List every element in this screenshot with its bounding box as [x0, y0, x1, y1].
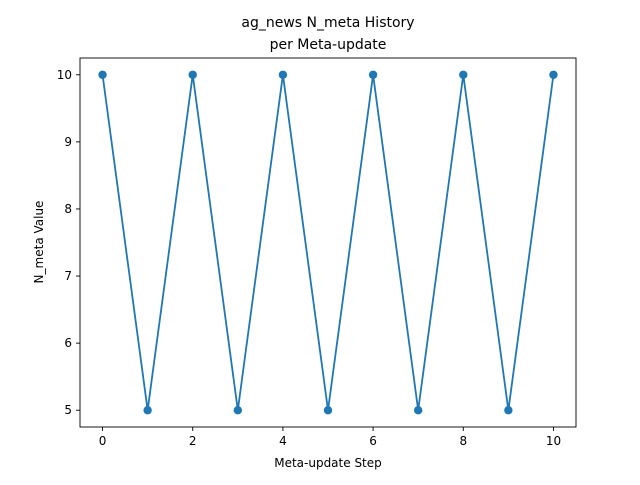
x-tick-label: 0: [99, 434, 107, 448]
x-tick-label: 6: [369, 434, 377, 448]
chart-title-line-1: ag_news N_meta History: [241, 15, 414, 31]
data-point: [368, 70, 378, 79]
data-point: [323, 406, 333, 415]
y-axis-label: N_meta Value: [32, 201, 46, 284]
y-tick-label: 5: [64, 403, 72, 417]
series-layer: [98, 70, 558, 415]
data-point: [143, 406, 152, 415]
data-point: [549, 70, 558, 79]
data-point: [413, 406, 423, 415]
data-point: [278, 70, 288, 79]
data-point: [504, 406, 513, 415]
y-tick-label: 8: [64, 202, 72, 216]
data-point: [188, 70, 197, 79]
x-tick-label: 8: [459, 434, 467, 448]
x-tick-label: 10: [546, 434, 561, 448]
y-tick-label: 6: [64, 336, 72, 350]
data-point: [233, 406, 243, 415]
x-tick-label: 4: [279, 434, 287, 448]
x-axis-label: Meta-update Step: [274, 456, 382, 470]
y-tick-label: 9: [64, 135, 72, 149]
y-tick-label: 7: [64, 269, 72, 283]
y-tick-label: 10: [57, 68, 72, 82]
y-axis-ticks: 5 6 7 8 9 10: [57, 68, 80, 417]
x-axis-ticks: 0 2 4 6 8 10: [99, 427, 561, 448]
chart-title-line-2: per Meta-update: [270, 37, 387, 53]
data-point: [98, 70, 107, 79]
plot-area-frame: [79, 57, 577, 428]
x-tick-label: 2: [189, 434, 197, 448]
data-point: [459, 70, 468, 79]
